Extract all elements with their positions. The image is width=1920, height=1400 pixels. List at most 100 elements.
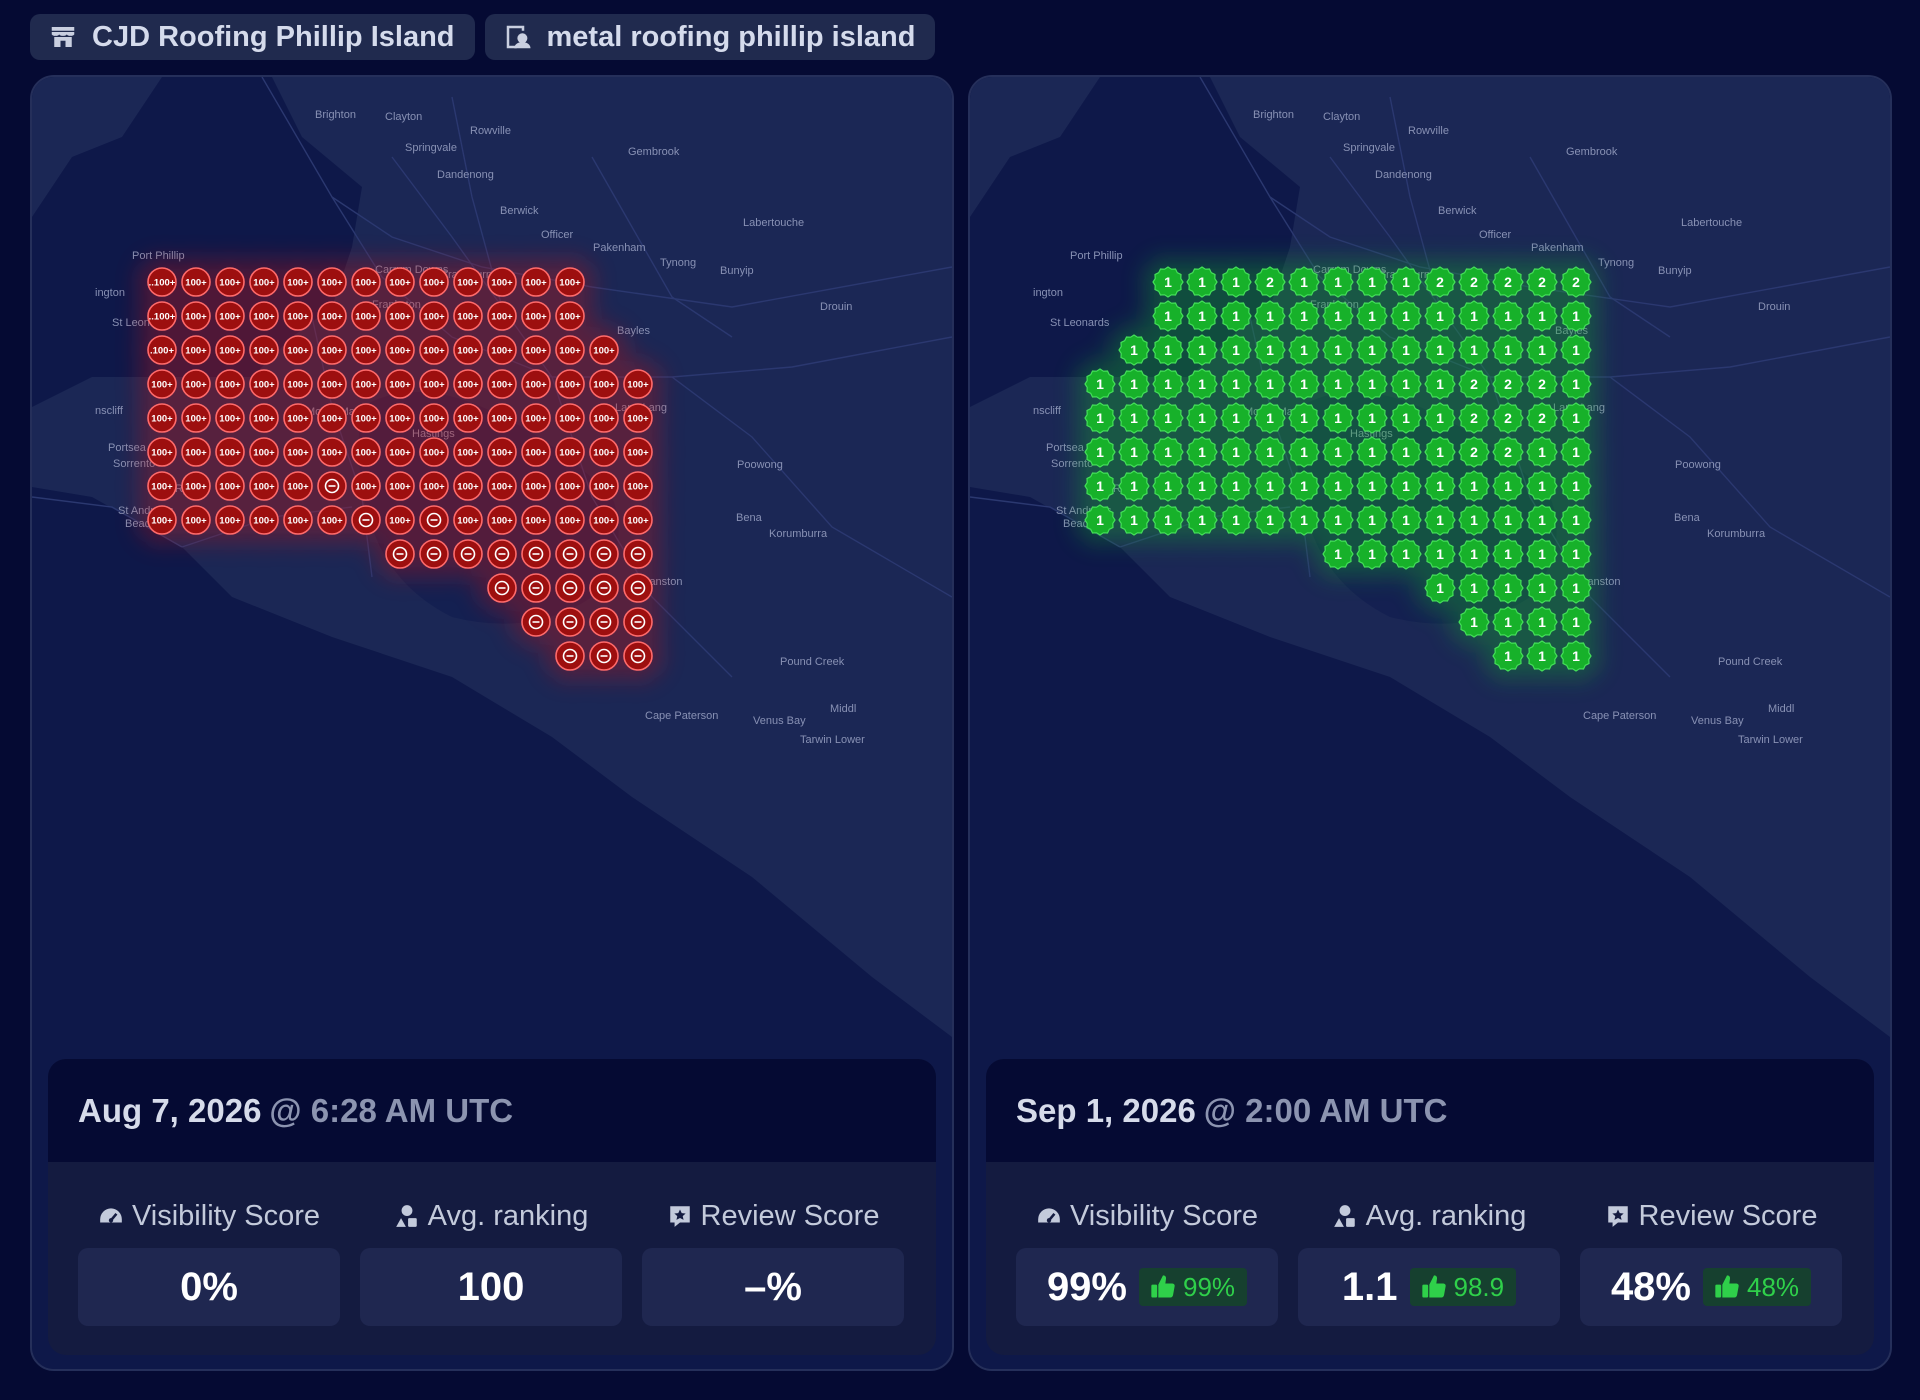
rank-pin[interactable]: 1 [1526,334,1558,366]
rank-pin[interactable]: 100+ [487,267,517,297]
rank-pin[interactable]: 100+ [283,335,313,365]
rank-pin[interactable]: 1 [1492,606,1524,638]
rank-pin[interactable] [351,505,381,535]
rank-pin[interactable]: 1 [1084,436,1116,468]
rank-pin[interactable]: 1 [1254,470,1286,502]
rank-pin[interactable]: 100+ [419,369,449,399]
rank-pin[interactable]: 1 [1492,572,1524,604]
rank-pin[interactable]: 100+ [147,369,177,399]
rank-pin[interactable]: 1 [1186,436,1218,468]
rank-pin[interactable]: 2 [1526,266,1558,298]
rank-pin[interactable]: 1 [1390,334,1422,366]
rank-pin[interactable] [589,607,619,637]
rank-pin[interactable] [555,607,585,637]
rank-pin[interactable]: 100+ [521,471,551,501]
rank-pin[interactable]: 100+ [351,437,381,467]
rank-pin[interactable]: 100+ [283,471,313,501]
rank-pin[interactable]: 1 [1220,334,1252,366]
rank-pin[interactable]: 100+ [521,403,551,433]
rank-pin[interactable]: 100+ [249,403,279,433]
rank-pin[interactable]: 100+ [487,437,517,467]
rank-pin[interactable]: 1 [1424,504,1456,536]
rank-pin[interactable]: 1 [1560,538,1592,570]
rank-pin[interactable] [555,539,585,569]
rank-pin[interactable] [555,573,585,603]
rank-pin[interactable]: 1 [1356,538,1388,570]
rank-pin[interactable]: 100+ [249,369,279,399]
rank-pin[interactable]: 100+ [249,301,279,331]
rank-pin[interactable]: 1 [1390,504,1422,536]
rank-pin[interactable] [521,607,551,637]
rank-pin[interactable]: 100+ [555,335,585,365]
rank-pin[interactable]: 100+ [487,369,517,399]
rank-pin[interactable]: 1 [1424,572,1456,604]
rank-pin[interactable]: 100+ [147,471,177,501]
rank-pin[interactable]: 100+ [419,335,449,365]
rank-pin[interactable]: 1 [1526,436,1558,468]
rank-pin[interactable]: 1 [1118,504,1150,536]
rank-pin[interactable]: 1 [1356,300,1388,332]
rank-pin[interactable]: 1 [1424,368,1456,400]
rank-pin[interactable]: 1 [1220,470,1252,502]
rank-pin[interactable]: 100+ [249,471,279,501]
rank-pin[interactable]: 100+ [623,437,653,467]
business-chip[interactable]: CJD Roofing Phillip Island [30,14,475,60]
rank-pin[interactable]: 2 [1526,368,1558,400]
rank-pin[interactable]: 1 [1458,334,1490,366]
rank-pin[interactable]: 100+ [623,505,653,535]
rank-pin[interactable]: 1 [1526,470,1558,502]
rank-pin[interactable]: 100+ [215,437,245,467]
rank-pin[interactable]: 100+ [181,403,211,433]
rank-pin[interactable]: 1 [1492,334,1524,366]
rank-pin[interactable]: 100+ [215,369,245,399]
rank-pin[interactable]: 100+ [419,437,449,467]
rank-pin[interactable] [317,471,347,501]
rank-pin[interactable]: 1 [1254,504,1286,536]
rank-pin[interactable]: 1 [1084,470,1116,502]
rank-pin[interactable] [623,539,653,569]
rank-pin[interactable] [419,505,449,535]
rank-pin[interactable]: 100+ [385,335,415,365]
rank-pin[interactable]: 2 [1458,436,1490,468]
rank-pin[interactable]: 100+ [215,403,245,433]
rank-pin[interactable]: 1 [1390,300,1422,332]
rank-pin[interactable]: 2 [1526,402,1558,434]
rank-pin[interactable]: 1 [1390,470,1422,502]
rank-pin[interactable] [623,607,653,637]
rank-pin[interactable]: 1 [1288,436,1320,468]
rank-pin[interactable]: ..100+ [147,301,177,331]
rank-pin[interactable]: 1 [1152,266,1184,298]
rank-pin[interactable]: 2 [1492,266,1524,298]
rank-pin[interactable]: 100+ [521,505,551,535]
rank-pin[interactable]: 1 [1560,606,1592,638]
rank-pin[interactable]: 100+ [351,267,381,297]
rank-pin[interactable]: 100+ [487,403,517,433]
rank-pin[interactable]: 1 [1288,470,1320,502]
rank-pin[interactable]: 100+ [181,335,211,365]
rank-pin[interactable]: 2 [1492,402,1524,434]
rank-pin[interactable]: 100+ [589,335,619,365]
rank-pin[interactable]: 1 [1118,470,1150,502]
rank-pin[interactable]: 1 [1526,300,1558,332]
rank-pin[interactable]: 100+ [249,505,279,535]
rank-pin[interactable]: 100+ [249,335,279,365]
rank-pin[interactable]: 1 [1118,334,1150,366]
rank-pin[interactable]: 1 [1254,436,1286,468]
rank-pin[interactable]: 1 [1322,300,1354,332]
rank-pin[interactable]: 1 [1492,300,1524,332]
rank-pin[interactable]: 100+ [555,471,585,501]
rank-pin[interactable]: 1 [1526,504,1558,536]
rank-pin[interactable] [589,641,619,671]
rank-pin[interactable]: 1 [1458,538,1490,570]
rank-pin[interactable]: 100+ [521,301,551,331]
rank-pin[interactable]: 1 [1356,334,1388,366]
rank-pin[interactable]: 1 [1322,368,1354,400]
rank-pin[interactable]: 100+ [351,369,381,399]
rank-pin[interactable]: 1 [1288,368,1320,400]
rank-pin[interactable]: 1 [1288,402,1320,434]
rank-pin[interactable]: 100+ [521,437,551,467]
rank-pin[interactable]: 1 [1492,470,1524,502]
rank-pin[interactable]: 100+ [589,369,619,399]
rank-pin[interactable]: 1 [1152,402,1184,434]
rank-pin[interactable]: 100+ [453,403,483,433]
